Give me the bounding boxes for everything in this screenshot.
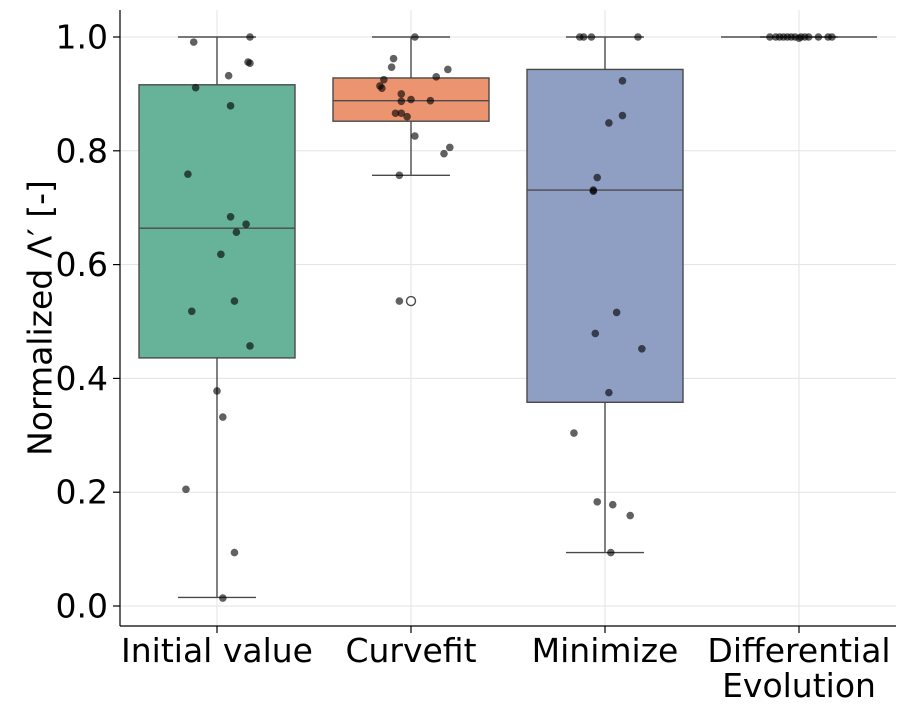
y-tick-label: 0.0 bbox=[56, 587, 108, 626]
data-point bbox=[226, 213, 235, 221]
x-tick-label: Differential Evolution bbox=[707, 631, 890, 705]
x-tick-label: Curvefit bbox=[345, 631, 476, 670]
data-point bbox=[380, 75, 388, 84]
data-point bbox=[607, 548, 615, 557]
data-point bbox=[766, 33, 774, 41]
outlier-marker bbox=[405, 295, 417, 307]
data-point bbox=[246, 33, 254, 41]
data-point bbox=[242, 220, 250, 229]
data-point bbox=[219, 413, 227, 421]
data-point bbox=[407, 95, 415, 104]
data-point bbox=[432, 73, 441, 81]
data-point bbox=[605, 388, 613, 397]
x-tick-label: Minimize bbox=[532, 631, 679, 670]
data-point bbox=[440, 149, 448, 158]
data-point bbox=[182, 485, 190, 494]
data-point bbox=[426, 96, 435, 105]
data-point bbox=[589, 187, 598, 195]
box-group bbox=[526, 36, 684, 554]
x-tick-label-line: Curvefit bbox=[345, 631, 476, 670]
data-point bbox=[411, 33, 419, 41]
data-point bbox=[397, 90, 406, 98]
data-point bbox=[187, 307, 196, 316]
box-group bbox=[138, 36, 296, 599]
data-point bbox=[626, 511, 635, 520]
data-point bbox=[378, 84, 386, 93]
x-tick-label: Initial value bbox=[121, 631, 313, 670]
data-point bbox=[226, 102, 235, 110]
data-point bbox=[444, 65, 452, 74]
data-point bbox=[230, 548, 239, 557]
points-layer bbox=[182, 33, 836, 602]
boxes-layer bbox=[138, 36, 877, 599]
box-iqr bbox=[138, 84, 296, 359]
y-tick-label: 0.8 bbox=[56, 131, 108, 170]
data-point bbox=[387, 63, 396, 71]
data-point bbox=[828, 33, 836, 41]
data-point bbox=[593, 173, 602, 182]
y-tick-label: 1.0 bbox=[56, 18, 108, 57]
data-point bbox=[634, 33, 642, 41]
data-point bbox=[618, 77, 627, 85]
data-point bbox=[638, 345, 646, 353]
data-point bbox=[411, 132, 419, 140]
data-point bbox=[189, 38, 198, 46]
data-point bbox=[217, 250, 225, 259]
x-ticks: Initial value Curvefit Minimize Differentia… bbox=[121, 626, 891, 705]
axes-layer bbox=[119, 10, 896, 627]
data-point bbox=[587, 33, 596, 41]
x-tick-label-line: Evolution bbox=[722, 666, 876, 705]
data-point bbox=[618, 111, 627, 120]
data-point bbox=[389, 54, 398, 63]
data-point bbox=[191, 83, 200, 92]
data-point bbox=[213, 387, 221, 395]
box-iqr bbox=[526, 68, 684, 403]
y-tick-label: 0.6 bbox=[56, 245, 108, 284]
data-point bbox=[579, 33, 588, 41]
data-point bbox=[246, 342, 254, 350]
data-point bbox=[814, 33, 823, 41]
data-point bbox=[397, 109, 406, 118]
data-point bbox=[612, 308, 621, 317]
data-point bbox=[391, 109, 400, 118]
data-point bbox=[219, 594, 227, 602]
x-tick-label-line: Differential bbox=[707, 631, 890, 670]
data-point bbox=[608, 500, 617, 509]
data-point bbox=[224, 71, 233, 80]
data-point bbox=[397, 97, 406, 106]
y-tick-label: 0.2 bbox=[56, 473, 108, 512]
y-tick-label: 0.4 bbox=[56, 359, 108, 398]
x-tick-label-line: Initial value bbox=[121, 631, 313, 670]
y-axis-title: Normalized Λ′ [-] bbox=[21, 180, 60, 456]
data-point bbox=[395, 171, 404, 180]
data-point bbox=[403, 112, 411, 121]
y-ticks: 0.0 0.2 0.4 0.6 0.8 1.0 bbox=[56, 18, 120, 626]
data-point bbox=[570, 429, 578, 437]
data-point bbox=[232, 228, 241, 236]
data-point bbox=[395, 297, 404, 305]
x-tick-label-line: Minimize bbox=[532, 631, 679, 670]
data-point bbox=[593, 498, 602, 506]
data-point bbox=[184, 170, 192, 178]
data-point bbox=[230, 297, 239, 305]
data-point bbox=[804, 33, 813, 41]
data-point bbox=[446, 143, 454, 152]
data-point bbox=[605, 119, 613, 127]
data-point bbox=[591, 329, 600, 338]
data-point bbox=[246, 59, 254, 67]
